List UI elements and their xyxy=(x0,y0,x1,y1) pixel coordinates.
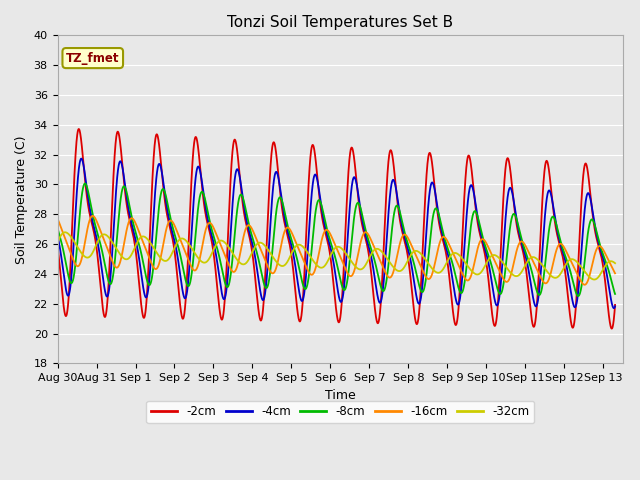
-8cm xyxy=(150,254,158,260)
Line: -8cm: -8cm xyxy=(58,183,615,296)
Line: -16cm: -16cm xyxy=(58,216,615,285)
-4cm xyxy=(600,260,608,265)
Text: TZ_fmet: TZ_fmet xyxy=(66,51,120,65)
-16cm xyxy=(268,270,275,276)
-8cm xyxy=(600,255,608,261)
Y-axis label: Soil Temperature (C): Soil Temperature (C) xyxy=(15,135,28,264)
-32cm xyxy=(150,246,158,252)
-32cm xyxy=(611,260,619,266)
Title: Tonzi Soil Temperatures Set B: Tonzi Soil Temperatures Set B xyxy=(227,15,453,30)
-4cm xyxy=(118,160,125,166)
Line: -32cm: -32cm xyxy=(58,232,615,279)
-8cm xyxy=(118,192,125,197)
Line: -2cm: -2cm xyxy=(58,129,615,329)
-4cm xyxy=(54,233,61,239)
-16cm xyxy=(580,282,588,288)
-4cm xyxy=(540,222,548,228)
-4cm xyxy=(268,204,275,210)
-4cm xyxy=(150,200,158,205)
-32cm xyxy=(600,264,608,270)
-32cm xyxy=(292,244,300,250)
-4cm xyxy=(611,303,619,309)
-4cm xyxy=(77,156,85,161)
-2cm xyxy=(268,151,275,156)
-32cm xyxy=(54,240,61,245)
-32cm xyxy=(540,265,548,271)
-32cm xyxy=(118,253,125,259)
-2cm xyxy=(292,291,300,297)
-8cm xyxy=(292,251,300,257)
-2cm xyxy=(150,145,158,151)
-32cm xyxy=(268,252,275,258)
-16cm xyxy=(150,265,158,271)
-2cm xyxy=(608,326,616,332)
-16cm xyxy=(54,216,61,222)
Legend: -2cm, -4cm, -8cm, -16cm, -32cm: -2cm, -4cm, -8cm, -16cm, -32cm xyxy=(147,401,534,423)
-16cm xyxy=(600,249,608,255)
-16cm xyxy=(292,239,300,245)
-16cm xyxy=(89,213,97,219)
X-axis label: Time: Time xyxy=(325,389,356,402)
-2cm xyxy=(118,150,125,156)
-16cm xyxy=(118,255,125,261)
-32cm xyxy=(590,276,598,282)
-8cm xyxy=(575,293,582,299)
-8cm xyxy=(540,269,548,275)
-8cm xyxy=(81,180,89,186)
-8cm xyxy=(268,257,275,263)
-8cm xyxy=(54,225,61,231)
-2cm xyxy=(600,272,608,277)
-2cm xyxy=(54,243,61,249)
Line: -4cm: -4cm xyxy=(58,158,615,308)
-32cm xyxy=(61,229,69,235)
-4cm xyxy=(292,265,300,271)
-2cm xyxy=(540,170,548,176)
-4cm xyxy=(610,305,618,311)
-8cm xyxy=(611,291,619,297)
-16cm xyxy=(611,270,619,276)
-16cm xyxy=(540,280,548,286)
-2cm xyxy=(611,302,619,308)
-2cm xyxy=(75,126,83,132)
